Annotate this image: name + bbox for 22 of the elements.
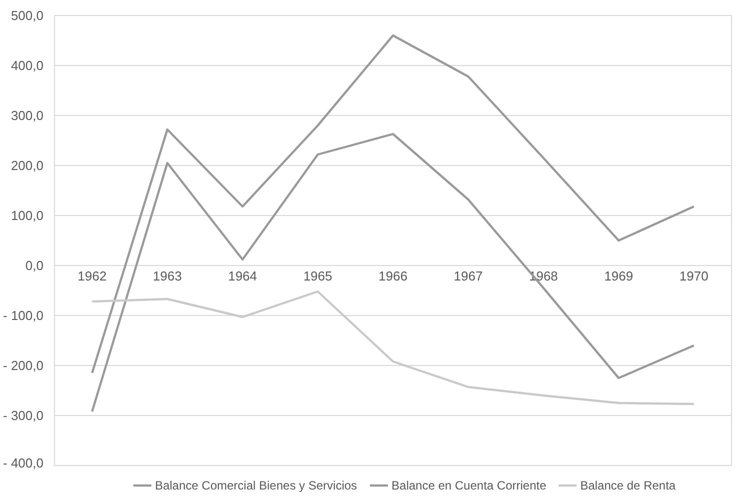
y-tick-label: - 100,0 [3, 308, 44, 323]
y-tick-label: - 400,0 [3, 456, 44, 470]
y-tick-label: 500,0 [10, 8, 44, 23]
y-tick-label: - 200,0 [3, 358, 44, 373]
x-tick-label: 1970 [679, 268, 708, 284]
x-tick-label: 1965 [303, 268, 332, 284]
y-tick-label: 200,0 [10, 158, 44, 173]
x-tick-label: 1964 [228, 268, 258, 284]
legend-label: Balance Comercial Bienes y Servicios [154, 478, 358, 492]
x-tick-label: 1962 [78, 268, 107, 284]
x-tick-label: 1969 [604, 268, 634, 284]
y-tick-label: - 300,0 [3, 408, 44, 423]
line-series [91, 290, 695, 406]
x-tick-label: 1967 [454, 268, 483, 284]
y-tick-label: 300,0 [10, 108, 44, 123]
y-tick-label: 0,0 [25, 258, 44, 273]
legend-label: Balance de Renta [580, 478, 676, 492]
y-tick-label: 100,0 [10, 208, 44, 223]
y-tick-label: 400,0 [10, 58, 44, 73]
x-tick-label: 1966 [378, 268, 408, 284]
legend-label: Balance en Cuenta Corriente [392, 478, 547, 492]
x-tick-label: 1963 [152, 268, 182, 284]
